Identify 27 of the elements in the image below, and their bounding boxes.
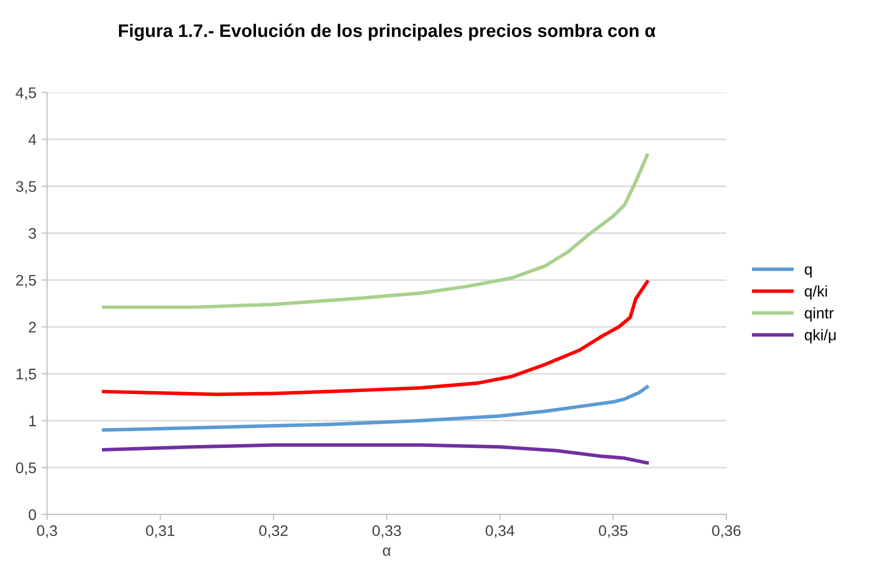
y-tick-label: 3	[28, 228, 36, 239]
y-tick-label: 0	[28, 509, 36, 520]
line-series	[102, 385, 649, 432]
legend-label: qintr	[804, 307, 834, 322]
x-tick-label: 0,32	[259, 525, 288, 538]
y-tick-label: 2,5	[16, 274, 36, 288]
y-tick-label: 4,5	[16, 88, 36, 100]
x-tick-label: 0,31	[146, 525, 174, 538]
y-tick-label: 1,5	[16, 368, 36, 382]
x-tick-label: 0,35	[598, 525, 628, 538]
x-tick-label: 0,33	[372, 525, 401, 538]
y-tick-label: 2	[28, 322, 36, 332]
line-series	[102, 443, 649, 465]
legend-label: q/ki	[804, 285, 827, 300]
x-tick-label: 0,36	[712, 525, 741, 538]
y-tick-label: 0,5	[16, 462, 36, 476]
y-tick-label: 1	[29, 416, 36, 426]
line-series	[102, 280, 649, 396]
line-series	[102, 154, 649, 309]
legend-label: q	[804, 266, 812, 278]
chart-title: Figura 1.7.- Evolución de los principales precios sombra con α	[119, 24, 656, 41]
x-axis-title: α	[382, 547, 391, 556]
y-tick-label: 3,5	[16, 181, 36, 194]
legend-label: qki/μ	[804, 329, 836, 344]
x-tick-label: 0,34	[486, 525, 514, 538]
x-tick-label: 0,3	[37, 525, 58, 538]
y-tick-label: 4	[28, 134, 36, 145]
